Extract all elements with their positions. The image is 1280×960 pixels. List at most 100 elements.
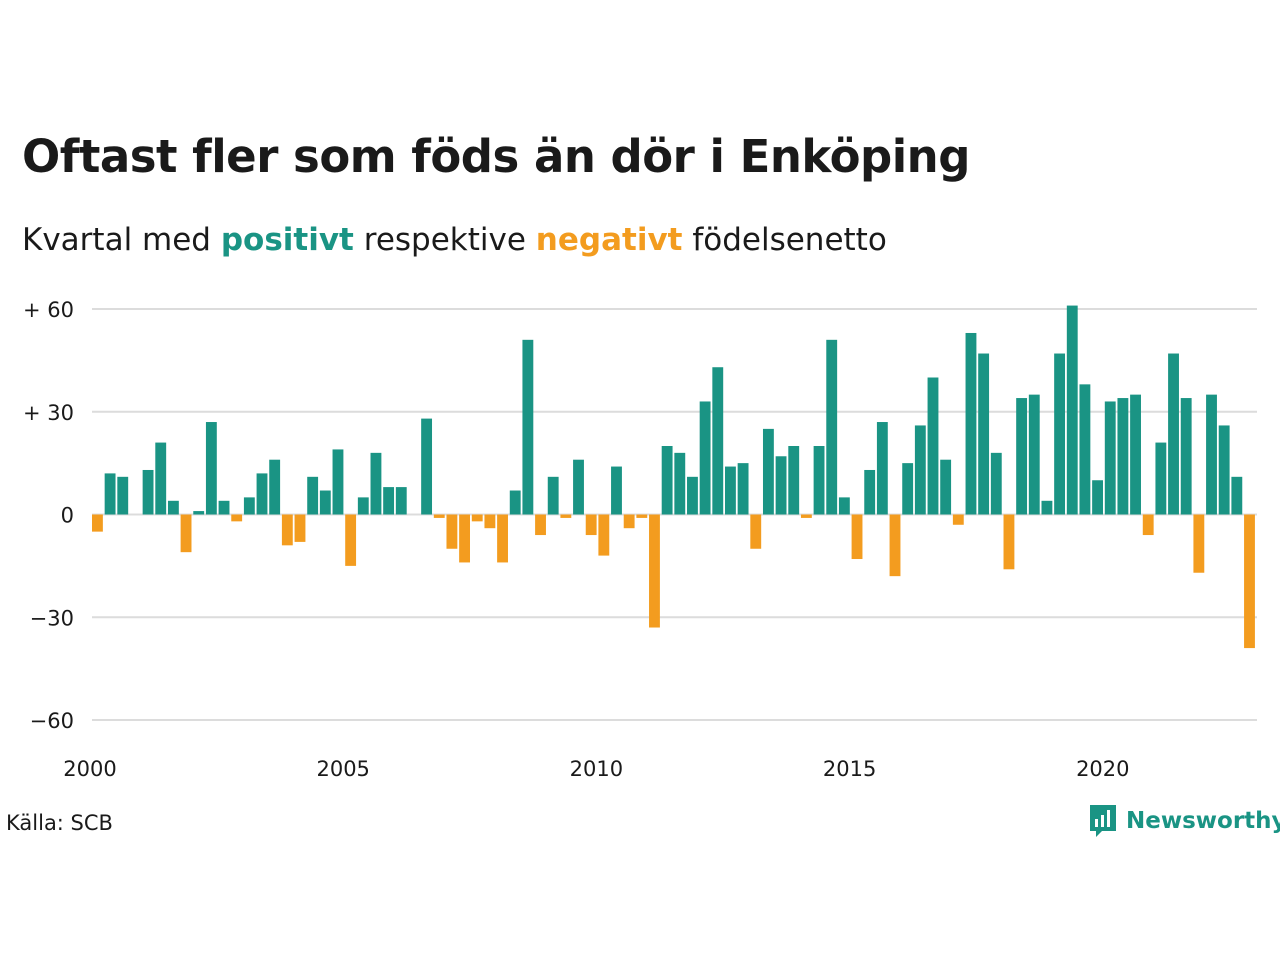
bar xyxy=(952,514,964,525)
y-tick-label: −60 xyxy=(30,709,74,733)
bar xyxy=(383,487,395,515)
newsworthy-logo-icon xyxy=(1090,805,1116,837)
bar xyxy=(737,463,749,515)
y-tick-label: −30 xyxy=(30,606,74,630)
bar xyxy=(193,511,205,515)
bar xyxy=(307,476,319,515)
x-tick-label: 2005 xyxy=(316,757,369,781)
bar xyxy=(864,469,876,515)
bar xyxy=(421,418,433,515)
bar xyxy=(712,367,724,515)
bar xyxy=(1193,514,1205,573)
bar xyxy=(1206,394,1217,515)
brand-name: Newsworthy xyxy=(1126,808,1280,834)
bar xyxy=(1142,514,1154,536)
bar xyxy=(990,452,1002,515)
bar xyxy=(547,476,559,515)
bar xyxy=(687,476,698,515)
subtitle-positive: positivt xyxy=(220,222,354,258)
bar xyxy=(876,422,888,515)
bar xyxy=(1054,353,1066,515)
bar xyxy=(1041,500,1053,515)
x-tick-label: 2015 xyxy=(823,757,876,781)
bar xyxy=(345,514,357,566)
bar xyxy=(788,446,800,515)
bar xyxy=(838,497,850,515)
bar xyxy=(762,428,774,515)
bar xyxy=(560,514,572,518)
bar xyxy=(1079,384,1091,515)
bar xyxy=(636,514,648,518)
bar xyxy=(155,442,167,515)
bar xyxy=(1028,394,1040,515)
x-tick-label: 2020 xyxy=(1076,757,1129,781)
subtitle-prefix: Kvartal med xyxy=(22,222,211,258)
bar xyxy=(573,459,584,515)
bar xyxy=(142,469,154,515)
bar xyxy=(319,490,331,515)
y-tick-label: + 30 xyxy=(23,401,74,425)
bar xyxy=(889,514,901,577)
bar xyxy=(699,401,711,515)
bar xyxy=(1155,442,1167,515)
subtitle-negative: negativt xyxy=(535,222,683,258)
bar xyxy=(218,500,230,515)
bar xyxy=(167,500,179,515)
subtitle-suffix: födelsenetto xyxy=(692,222,887,258)
bar xyxy=(92,514,103,532)
bar xyxy=(1092,480,1103,515)
bar xyxy=(725,466,736,515)
bar xyxy=(585,514,597,536)
subtitle-middle: respektive xyxy=(363,222,526,258)
bar xyxy=(269,459,281,515)
bar xyxy=(509,490,521,515)
bar xyxy=(826,339,838,515)
bar xyxy=(661,446,673,515)
bar xyxy=(1168,353,1179,515)
bar xyxy=(965,332,977,515)
bar xyxy=(1003,514,1015,570)
bar xyxy=(1066,305,1078,515)
chart-title: Oftast fler som föds än dör i Enköping xyxy=(22,130,970,183)
bar xyxy=(446,514,458,549)
bar xyxy=(459,514,470,563)
source-note: Källa: SCB xyxy=(6,811,113,835)
bar xyxy=(750,514,762,549)
bar xyxy=(902,463,914,515)
bar xyxy=(611,466,622,515)
bar xyxy=(484,514,496,529)
bar xyxy=(598,514,610,556)
bar-chart: + 60 + 30 0 −30 −60 2000 2005 2010 2015 2020 xyxy=(23,298,1257,781)
bar xyxy=(649,514,660,628)
bar xyxy=(256,473,268,515)
bar xyxy=(1016,398,1028,515)
bar xyxy=(471,514,483,522)
bar xyxy=(243,497,255,515)
bar xyxy=(674,452,686,515)
bar xyxy=(395,487,407,515)
bar xyxy=(535,514,546,536)
bar xyxy=(1104,401,1116,515)
bar xyxy=(332,449,344,515)
brand-logo: Newsworthy xyxy=(1088,803,1280,839)
bar xyxy=(433,514,445,518)
bar xyxy=(813,446,825,515)
bar xyxy=(497,514,508,563)
bar xyxy=(914,425,926,515)
bar xyxy=(180,514,192,553)
bar xyxy=(927,377,939,515)
bar xyxy=(1130,394,1141,515)
chart-subtitle: Kvartal med positivt respektive negativt… xyxy=(22,222,887,258)
bar xyxy=(1180,398,1192,515)
bar xyxy=(1117,398,1129,515)
bar xyxy=(205,422,217,515)
bar xyxy=(231,514,243,522)
bar xyxy=(1244,514,1255,649)
bar xyxy=(1218,425,1230,515)
bar xyxy=(522,339,534,515)
x-tick-label: 2000 xyxy=(63,757,116,781)
bar xyxy=(940,459,952,515)
bar xyxy=(978,353,990,515)
bar xyxy=(357,497,369,515)
bar xyxy=(623,514,635,529)
